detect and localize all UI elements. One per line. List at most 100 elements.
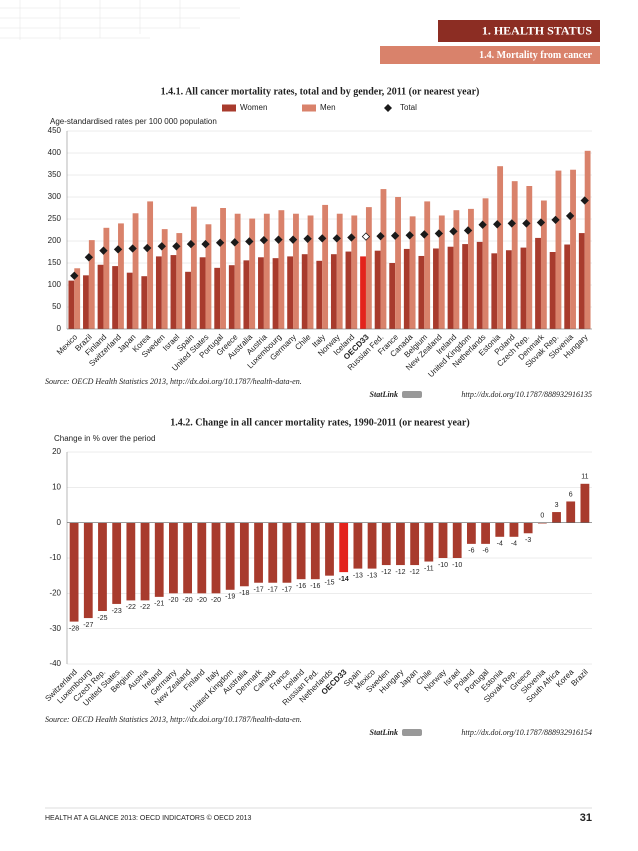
bar — [578, 233, 585, 329]
total-marker — [580, 196, 589, 205]
bar — [537, 522, 547, 524]
bar — [154, 522, 164, 597]
bar — [584, 150, 591, 329]
data-label: -14 — [339, 576, 349, 583]
bar — [97, 264, 104, 329]
bar — [468, 208, 474, 329]
bar — [549, 252, 556, 329]
total-marker — [463, 226, 473, 235]
bar — [132, 213, 139, 329]
bar — [396, 522, 405, 566]
bar — [409, 216, 416, 329]
bar — [88, 240, 95, 329]
bar — [170, 255, 177, 329]
data-label: -6 — [482, 548, 488, 555]
total-marker — [245, 237, 254, 246]
total-marker — [420, 230, 429, 239]
bar — [112, 522, 122, 604]
statlink-url[interactable]: http://dx.doi.org/10.1787/888932916135 — [461, 390, 592, 399]
bar — [83, 522, 93, 619]
total-marker — [434, 229, 444, 238]
bar — [452, 522, 462, 558]
bar — [438, 215, 445, 329]
total-marker — [186, 239, 196, 249]
bar — [258, 257, 264, 329]
source: Source: OECD Health Statistics 2013, htt… — [45, 377, 302, 386]
total-marker — [390, 231, 400, 240]
data-label: 6 — [569, 491, 573, 498]
total-marker — [449, 227, 458, 236]
bar — [301, 254, 308, 329]
bar — [580, 483, 590, 523]
data-label: -4 — [497, 541, 503, 548]
bar — [365, 207, 372, 329]
chapter-band — [438, 20, 600, 42]
statlink: StatLink — [370, 728, 398, 737]
data-label: 3 — [555, 502, 559, 509]
bar — [287, 256, 294, 329]
bar — [526, 186, 533, 329]
data-label: -27 — [83, 622, 93, 629]
statlink-icon — [402, 729, 422, 736]
bar — [185, 271, 191, 329]
bar — [570, 169, 576, 329]
y-tick-label: -20 — [49, 588, 61, 597]
data-label: -17 — [253, 587, 263, 594]
total-marker — [259, 235, 269, 245]
bar — [336, 213, 343, 329]
bar — [535, 237, 541, 329]
total-marker — [376, 231, 385, 241]
bar — [381, 522, 391, 566]
bar — [509, 522, 519, 537]
legend-swatch — [222, 104, 236, 112]
bar — [552, 512, 561, 523]
bar — [555, 170, 562, 329]
data-label: -25 — [97, 615, 107, 622]
legend-swatch — [384, 104, 392, 112]
bar — [345, 251, 352, 329]
bar — [263, 213, 270, 329]
bar — [339, 522, 349, 573]
bar — [141, 276, 148, 329]
bar — [69, 522, 79, 622]
bar — [540, 200, 547, 329]
bar — [68, 280, 75, 329]
bar — [74, 268, 81, 329]
bar — [495, 522, 505, 537]
bar — [566, 501, 576, 523]
y-tick-label: 10 — [52, 482, 61, 491]
legend-swatch — [302, 104, 316, 112]
bar — [389, 263, 396, 329]
y-tick-label: 20 — [52, 447, 61, 456]
bar — [310, 522, 320, 580]
bar — [424, 201, 431, 329]
total-marker — [347, 233, 356, 242]
bar — [374, 250, 381, 329]
total-marker — [143, 243, 152, 253]
y-tick-label: 150 — [48, 258, 62, 267]
footer-text: HEALTH AT A GLANCE 2013: OECD INDICATORS… — [45, 814, 252, 822]
data-label: -13 — [353, 572, 363, 579]
data-label: -10 — [452, 562, 462, 569]
bar — [155, 256, 162, 329]
y-axis-label: Age-standardised rates per 100 000 popul… — [50, 117, 217, 126]
bar — [564, 244, 571, 329]
bar — [211, 522, 221, 594]
data-label: -16 — [310, 583, 320, 590]
data-label: -12 — [410, 569, 420, 576]
bar — [353, 522, 363, 569]
bar — [380, 189, 387, 329]
section-title: 1.4. Mortality from cancer — [479, 50, 592, 61]
bar — [176, 233, 183, 329]
data-label: -20 — [168, 597, 178, 604]
total-marker — [99, 246, 108, 255]
section-band — [380, 46, 600, 64]
total-marker — [274, 235, 283, 244]
total-marker — [70, 271, 79, 280]
bar — [161, 229, 168, 329]
data-label: -12 — [381, 569, 391, 576]
bar — [243, 260, 250, 329]
bar — [296, 522, 306, 580]
bar — [325, 522, 334, 576]
statlink-url[interactable]: http://dx.doi.org/10.1787/888932916154 — [461, 728, 592, 737]
